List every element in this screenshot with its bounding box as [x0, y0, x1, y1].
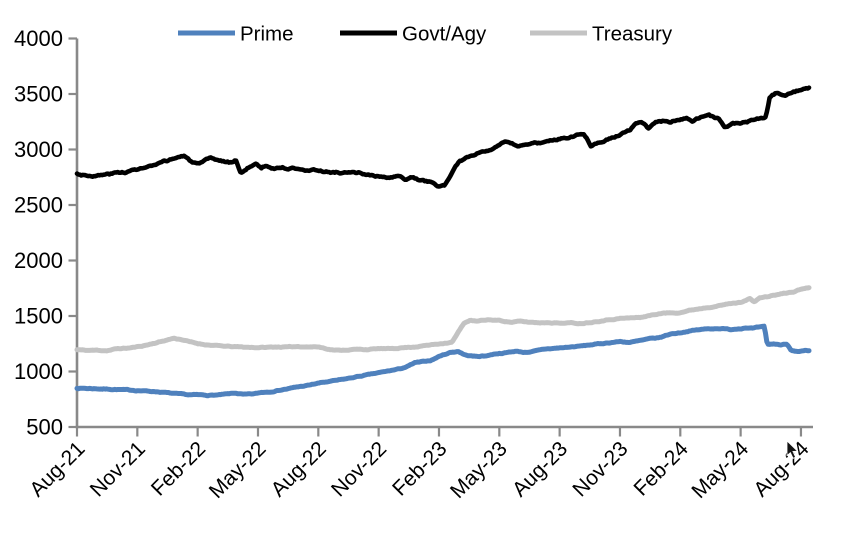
y-axis-label: 2000 — [14, 248, 63, 273]
y-axis-label: 3000 — [14, 137, 63, 162]
x-axis-label: May-24 — [687, 437, 753, 503]
x-axis-label: Feb-24 — [630, 437, 694, 501]
series-line-prime — [74, 323, 812, 399]
x-axis-label: Aug-24 — [749, 437, 813, 501]
x-axis-label: Feb-22 — [147, 437, 210, 500]
x-axis-label: Feb-23 — [388, 437, 451, 500]
x-axis-label: Nov-22 — [327, 437, 391, 501]
y-axis-label: 1500 — [14, 304, 63, 329]
x-axis-label: May-22 — [205, 437, 271, 503]
legend-label-prime: Prime — [240, 23, 294, 46]
series-line-govt-agy — [74, 85, 812, 189]
y-axis-label: 1000 — [14, 359, 63, 384]
y-axis-label: 2500 — [14, 193, 63, 218]
x-axis-label: Nov-23 — [568, 437, 632, 501]
mouse-cursor — [786, 440, 799, 459]
x-axis-label: Nov-21 — [86, 437, 150, 501]
legend-label-govt-agy: Govt/Agy — [402, 23, 487, 46]
series-line-treasury — [74, 285, 812, 354]
y-axis-label: 500 — [26, 415, 63, 440]
legend-label-treasury: Treasury — [592, 23, 673, 46]
y-axis-label: 3500 — [14, 82, 63, 107]
x-axis-label: Aug-23 — [508, 437, 572, 501]
y-axis-label: 4000 — [14, 26, 63, 51]
x-axis-label: Aug-22 — [267, 437, 331, 501]
x-axis-label: May-23 — [446, 437, 512, 503]
x-axis-label: Aug-21 — [25, 437, 89, 501]
